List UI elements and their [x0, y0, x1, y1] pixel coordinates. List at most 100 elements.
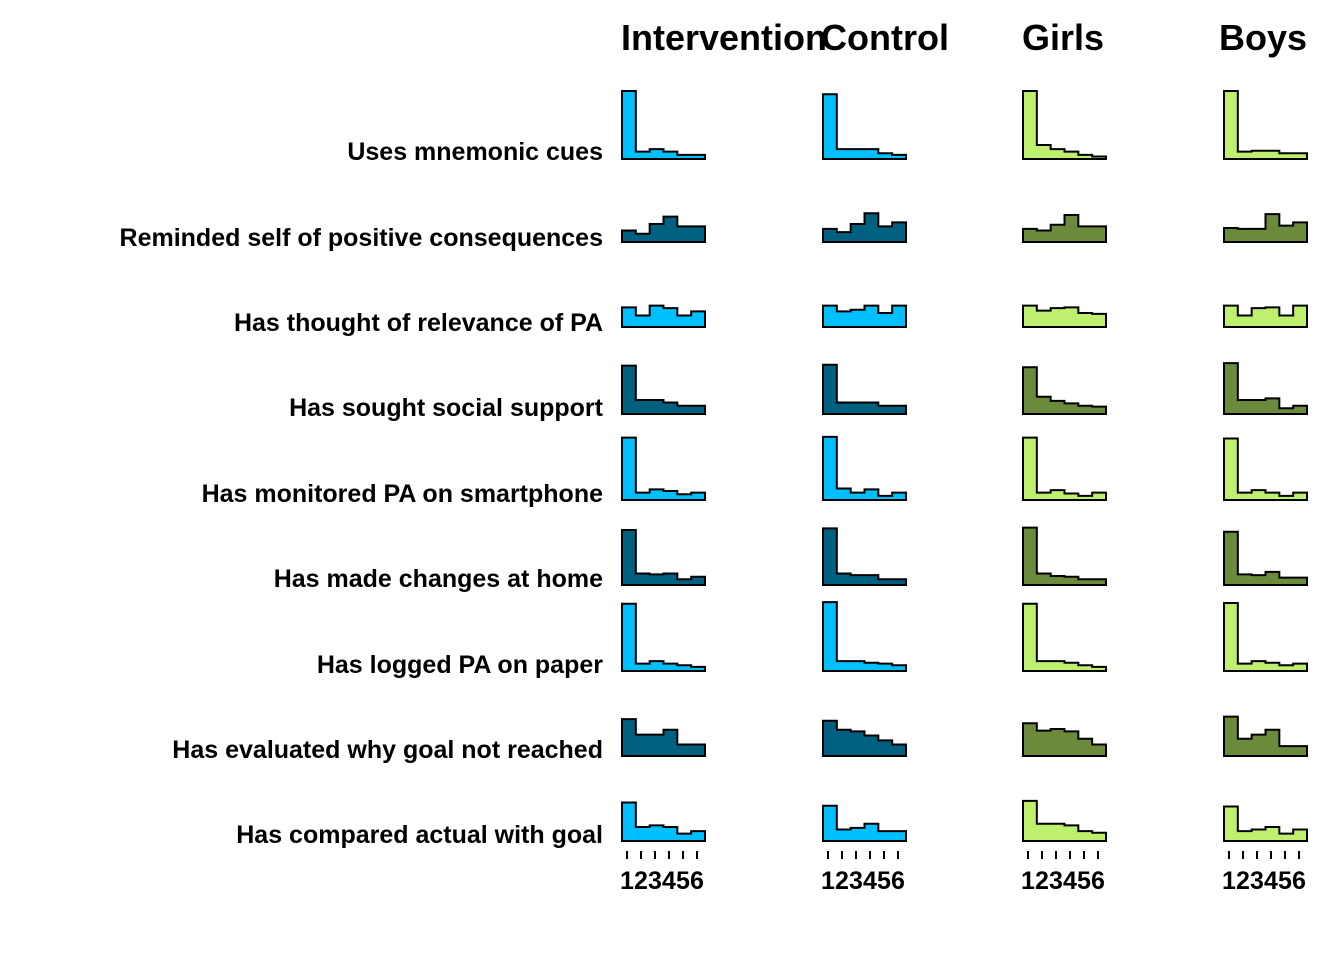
- x-tick-label: 4: [1063, 867, 1077, 895]
- histogram-has-monitored-pa-on-smartphone-control: [822, 435, 907, 501]
- histogram-bars: [1022, 602, 1107, 672]
- row-label-uses-mnemonic-cues: Uses mnemonic cues: [347, 138, 603, 166]
- histogram-reminded-self-of-positive-consequences-control: [822, 212, 907, 243]
- histogram-bars: [621, 602, 706, 672]
- row-label-has-evaluated-why-goal-not-reached: Has evaluated why goal not reached: [172, 736, 603, 764]
- histogram-has-made-changes-at-home-intervention: [621, 529, 706, 586]
- histogram-bars: [822, 527, 907, 586]
- row-label-has-monitored-pa-on-smartphone: Has monitored PA on smartphone: [202, 480, 604, 508]
- histogram-bars: [1223, 601, 1308, 672]
- histogram-has-sought-social-support-girls: [1022, 366, 1107, 415]
- x-tick-label: 1: [1021, 867, 1035, 895]
- row-label-has-logged-pa-on-paper: Has logged PA on paper: [317, 651, 603, 679]
- histogram-bars: [1223, 89, 1308, 160]
- histogram-bars: [1022, 436, 1107, 501]
- x-tick-label: 2: [835, 867, 849, 895]
- x-tick-label: 4: [1264, 867, 1278, 895]
- histogram-bars: [822, 804, 907, 842]
- histogram-bars: [1022, 304, 1107, 328]
- histogram-bars: [822, 304, 907, 328]
- histogram-has-logged-pa-on-paper-intervention: [621, 602, 706, 672]
- row-label-has-compared-actual-with-goal: Has compared actual with goal: [236, 821, 603, 849]
- histogram-has-made-changes-at-home-girls: [1022, 526, 1107, 586]
- histogram-has-monitored-pa-on-smartphone-girls: [1022, 436, 1107, 501]
- x-tick-label: 6: [891, 867, 905, 895]
- x-tick-label: 3: [648, 867, 662, 895]
- x-tick-label: 6: [1091, 867, 1105, 895]
- histogram-has-evaluated-why-goal-not-reached-boys: [1223, 715, 1308, 757]
- histogram-bars: [822, 363, 907, 415]
- histogram-has-logged-pa-on-paper-girls: [1022, 602, 1107, 672]
- column-title-control: Control: [821, 17, 949, 58]
- histogram-has-sought-social-support-control: [822, 363, 907, 415]
- x-tick-label: 5: [1077, 867, 1091, 895]
- histogram-uses-mnemonic-cues-control: [822, 93, 907, 160]
- x-tick-label: 5: [676, 867, 690, 895]
- x-tick-label: 5: [1278, 867, 1292, 895]
- x-tick-label: 6: [1292, 867, 1306, 895]
- histogram-has-monitored-pa-on-smartphone-intervention: [621, 436, 706, 501]
- histogram-has-sought-social-support-boys: [1223, 362, 1308, 415]
- row-label-has-made-changes-at-home: Has made changes at home: [274, 565, 603, 593]
- histogram-bars: [1223, 530, 1308, 586]
- histogram-bars: [822, 601, 907, 672]
- histogram-has-evaluated-why-goal-not-reached-girls: [1022, 722, 1107, 757]
- histogram-has-thought-of-relevance-of-pa-boys: [1223, 304, 1308, 328]
- x-tick-label: 2: [634, 867, 648, 895]
- histogram-bars: [1022, 799, 1107, 842]
- histogram-has-made-changes-at-home-control: [822, 527, 907, 586]
- x-tick-label: 3: [1250, 867, 1264, 895]
- histogram-has-compared-actual-with-goal-boys: [1223, 805, 1308, 842]
- x-tick-label: 6: [690, 867, 704, 895]
- x-tick-label: 3: [849, 867, 863, 895]
- column-title-girls: Girls: [1022, 17, 1104, 58]
- histogram-bars: [1022, 366, 1107, 415]
- histogram-bars: [621, 436, 706, 501]
- histogram-has-compared-actual-with-goal-girls: [1022, 799, 1107, 842]
- histogram-bars: [621, 801, 706, 842]
- histogram-uses-mnemonic-cues-intervention: [621, 89, 706, 160]
- row-label-has-thought-of-relevance-of-pa: Has thought of relevance of PA: [234, 309, 603, 337]
- histogram-has-evaluated-why-goal-not-reached-intervention: [621, 718, 706, 757]
- histogram-reminded-self-of-positive-consequences-boys: [1223, 213, 1308, 243]
- histogram-bars: [621, 89, 706, 160]
- histograms: [621, 89, 1308, 842]
- row-label-has-sought-social-support: Has sought social support: [289, 394, 604, 422]
- histogram-bars: [621, 718, 706, 757]
- histogram-has-compared-actual-with-goal-intervention: [621, 801, 706, 842]
- x-tick-label: 5: [877, 867, 891, 895]
- histogram-has-thought-of-relevance-of-pa-intervention: [621, 304, 706, 328]
- histogram-bars: [1223, 304, 1308, 328]
- histogram-bars: [1223, 805, 1308, 842]
- histogram-bars: [822, 212, 907, 243]
- column-title-boys: Boys: [1219, 17, 1307, 58]
- histogram-bars: [1022, 89, 1107, 160]
- histogram-uses-mnemonic-cues-boys: [1223, 89, 1308, 160]
- histogram-has-made-changes-at-home-boys: [1223, 530, 1308, 586]
- row-labels: Uses mnemonic cues Reminded self of posit…: [120, 138, 604, 849]
- x-tick-label: 1: [1222, 867, 1236, 895]
- histogram-reminded-self-of-positive-consequences-intervention: [621, 215, 706, 243]
- histogram-bars: [1022, 526, 1107, 586]
- histogram-has-thought-of-relevance-of-pa-girls: [1022, 304, 1107, 328]
- histogram-bars: [1223, 437, 1308, 501]
- histogram-has-evaluated-why-goal-not-reached-control: [822, 719, 907, 757]
- histogram-bars: [621, 304, 706, 328]
- row-label-reminded-self-of-positive-consequences: Reminded self of positive consequences: [120, 224, 603, 252]
- histogram-bars: [1223, 362, 1308, 415]
- histogram-bars: [1223, 213, 1308, 243]
- column-titles: Intervention Control Girls Boys: [621, 17, 1307, 58]
- histogram-has-compared-actual-with-goal-control: [822, 804, 907, 842]
- histogram-bars: [621, 529, 706, 586]
- histogram-has-logged-pa-on-paper-control: [822, 601, 907, 672]
- histogram-bars: [1022, 213, 1107, 243]
- histogram-has-thought-of-relevance-of-pa-control: [822, 304, 907, 328]
- histogram-bars: [822, 93, 907, 160]
- x-tick-label: 1: [620, 867, 634, 895]
- x-tick-label: 1: [821, 867, 835, 895]
- histogram-bars: [1223, 715, 1308, 757]
